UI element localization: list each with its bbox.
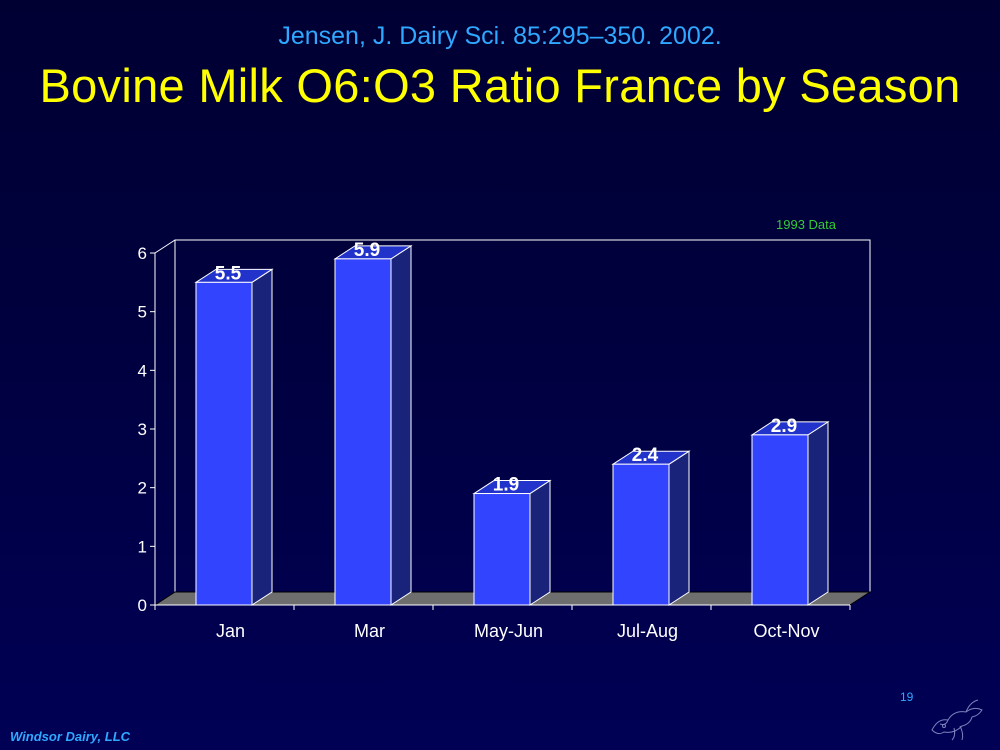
x-category-label: Jan <box>216 621 245 641</box>
footer-brand: Windsor Dairy, LLC <box>10 729 131 744</box>
bar <box>612 463 670 606</box>
bar <box>195 281 253 606</box>
y-tick-label: 0 <box>138 596 147 615</box>
x-category-label: Oct-Nov <box>753 621 819 641</box>
y-tick-label: 5 <box>138 303 147 322</box>
bar <box>751 434 809 606</box>
y-tick-label: 2 <box>138 479 147 498</box>
data-label: 5.5 <box>215 263 242 284</box>
bar-side <box>390 244 412 606</box>
bar <box>334 258 392 606</box>
slide-subtitle: Jensen, J. Dairy Sci. 85:295–350. 2002. <box>278 22 722 50</box>
x-category-label: Mar <box>354 621 385 641</box>
data-label: 1.9 <box>493 475 519 496</box>
y-axis-top-edge <box>154 239 176 254</box>
data-label: 2.9 <box>771 416 797 437</box>
chart-back-wall <box>174 239 871 592</box>
bar-side <box>807 420 829 606</box>
bar <box>473 493 531 606</box>
chart-annotation: 1993 Data <box>776 217 837 232</box>
bar-side <box>529 479 551 606</box>
y-tick-label: 3 <box>138 420 147 439</box>
bar-side <box>668 450 690 606</box>
y-tick-label: 6 <box>138 244 147 263</box>
y-tick-label: 4 <box>138 361 147 380</box>
data-label: 5.9 <box>354 240 380 261</box>
x-category-label: Jul-Aug <box>617 621 678 641</box>
page-number: 19 <box>900 690 914 704</box>
slide-title: Bovine Milk O6:O3 Ratio France by Season <box>39 59 961 112</box>
cow-sketch-icon <box>931 699 983 741</box>
data-label: 2.4 <box>632 445 659 466</box>
bar-side <box>251 268 273 606</box>
y-tick-label: 1 <box>138 537 147 556</box>
x-category-label: May-Jun <box>474 621 543 641</box>
